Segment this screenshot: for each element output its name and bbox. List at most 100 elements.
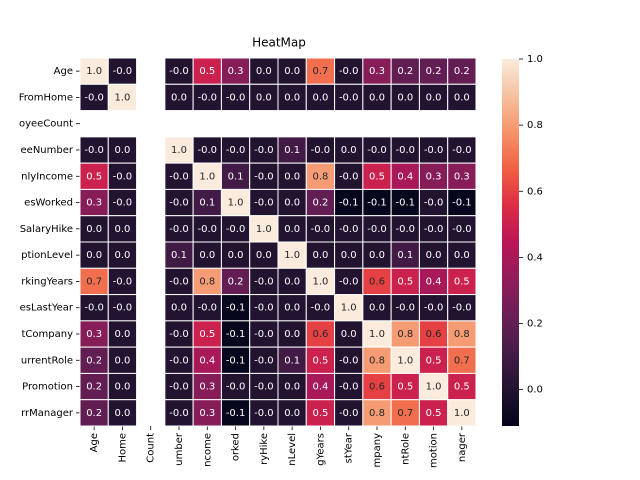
cell-label: 0.5 — [312, 408, 328, 419]
cell-label: 1.0 — [86, 66, 102, 77]
cell-label: 0.0 — [114, 408, 130, 419]
cell-label: -0.1 — [339, 198, 359, 209]
heatmap-cell — [277, 346, 307, 374]
heatmap-cell — [390, 215, 420, 243]
x-tick-label: ntRole — [400, 433, 411, 465]
cell-label: 0.1 — [397, 250, 413, 261]
cell-label: 0.0 — [369, 250, 385, 261]
cell-label: 0.5 — [397, 382, 413, 393]
cell-label: 0.2 — [312, 198, 328, 209]
x-tick-label: Home — [117, 433, 128, 463]
heatmap-cell — [192, 215, 222, 243]
cell-label: -0.0 — [254, 408, 274, 419]
colorbar-tick-label: 0.6 — [527, 186, 543, 197]
cell-label: 0.7 — [312, 66, 328, 77]
heatmap-cell — [164, 136, 194, 164]
heatmap-cell — [249, 346, 279, 374]
y-tick-label: oyeeCount — [19, 119, 73, 130]
heatmap-cell — [305, 267, 336, 296]
heatmap-cell — [220, 372, 251, 401]
cell-label: -0.1 — [367, 198, 387, 209]
cell-label: -0.0 — [198, 224, 218, 235]
heatmap-cell — [192, 83, 222, 112]
heatmap-cell — [390, 83, 420, 112]
heatmap-cell — [249, 188, 279, 217]
heatmap-cell — [79, 83, 109, 112]
cell-label: -0.0 — [254, 198, 274, 209]
chart-title: HeatMap — [252, 36, 306, 50]
cell-label: -0.0 — [113, 66, 133, 77]
x-tick-label: stYear — [344, 432, 355, 463]
heatmap-cell — [220, 188, 251, 217]
cell-label: 0.7 — [86, 276, 102, 287]
cell-label: 0.8 — [369, 355, 385, 366]
cell-label: 0.0 — [284, 92, 300, 103]
colorbar — [502, 59, 519, 426]
cell-label: 0.0 — [284, 303, 300, 314]
cell-label: 0.8 — [454, 329, 470, 340]
heatmap-cell — [107, 320, 138, 348]
cell-label: -0.0 — [169, 355, 189, 366]
cell-label: -0.0 — [226, 92, 246, 103]
cell-label: 0.4 — [397, 171, 413, 182]
cell-label: -0.0 — [339, 382, 359, 393]
cell-label: 0.0 — [426, 92, 442, 103]
cell-label: 0.2 — [86, 355, 102, 366]
cell-label: -0.0 — [452, 224, 472, 235]
heatmap-cell — [249, 267, 279, 296]
heatmap-cell — [418, 162, 449, 190]
y-tick-label: nlyIncome — [21, 171, 73, 182]
heatmap-cell — [362, 346, 392, 374]
cell-label: 0.5 — [454, 276, 470, 287]
heatmap-cell — [79, 162, 109, 190]
cell-label: 0.0 — [312, 250, 328, 261]
heatmap-cell — [79, 57, 109, 85]
x-tick-label: orked — [231, 433, 242, 461]
heatmap-cell — [277, 399, 307, 427]
cell-label: 0.6 — [312, 329, 328, 340]
cell-label: 0.0 — [284, 224, 300, 235]
cell-label: 0.0 — [397, 92, 413, 103]
cell-label: 0.7 — [454, 355, 470, 366]
heatmap-cell — [362, 267, 392, 296]
cell-label: 0.6 — [369, 276, 385, 287]
cell-label: -0.0 — [254, 276, 274, 287]
heatmap-cell — [447, 267, 477, 296]
heatmap-cell — [447, 215, 477, 243]
heatmap-cell — [277, 320, 307, 348]
cell-label: -0.1 — [452, 198, 472, 209]
cell-label: 1.0 — [397, 355, 413, 366]
y-tick-label: ptionLevel — [21, 250, 73, 261]
cell-label: 0.2 — [86, 408, 102, 419]
x-tick-label: Age — [89, 433, 100, 452]
y-tick-label: rrManager — [21, 408, 74, 419]
cell-label: -0.0 — [396, 145, 416, 156]
heatmap-cell — [334, 346, 364, 374]
heatmap-cell — [390, 162, 420, 190]
heatmap-cell — [107, 241, 138, 269]
heatmap-cell — [334, 215, 364, 243]
cell-label: 0.0 — [284, 171, 300, 182]
cell-label: 0.5 — [426, 408, 442, 419]
cell-label: 0.8 — [397, 329, 413, 340]
x-tick-label: umber — [174, 432, 185, 466]
y-tick-label: tCompany — [22, 329, 74, 340]
cell-label: 1.0 — [312, 276, 328, 287]
heatmap-cell — [305, 83, 336, 112]
cell-label: -0.0 — [254, 303, 274, 314]
cell-label: 0.0 — [86, 250, 102, 261]
heatmap-cell — [79, 188, 109, 217]
cell-label: -0.0 — [169, 224, 189, 235]
cell-label: 0.5 — [199, 329, 215, 340]
cell-label: 1.0 — [341, 303, 357, 314]
cell-label: 0.0 — [369, 303, 385, 314]
cell-label: 0.0 — [171, 303, 187, 314]
x-tick-label: ryHike — [259, 433, 270, 465]
cell-label: 0.3 — [426, 171, 442, 182]
cell-label: -0.0 — [367, 224, 387, 235]
cell-label: 0.6 — [426, 329, 442, 340]
cell-label: -0.0 — [169, 171, 189, 182]
heatmap-cell — [164, 294, 194, 322]
cell-label: 0.4 — [312, 382, 328, 393]
